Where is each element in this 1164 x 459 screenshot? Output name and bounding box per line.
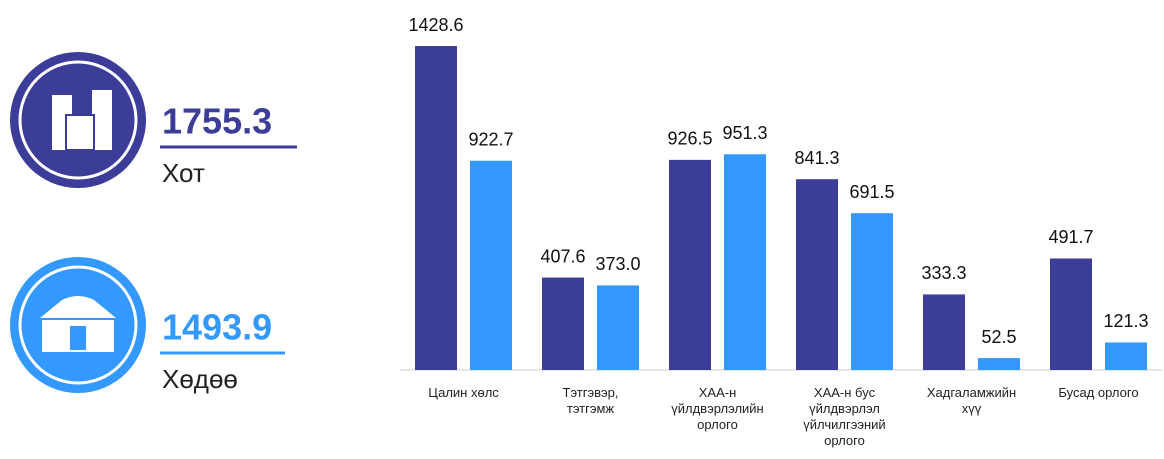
bar bbox=[796, 179, 838, 370]
x-tick-label: Тэтгэвэр, тэтгэмж bbox=[563, 385, 619, 416]
x-tick-label: Бусад орлого bbox=[1058, 385, 1138, 400]
value-label: 691.5 bbox=[849, 182, 894, 202]
bar bbox=[415, 46, 457, 370]
value-label: 1428.6 bbox=[408, 15, 463, 35]
value-label: 333.3 bbox=[921, 263, 966, 283]
bar bbox=[923, 294, 965, 370]
value-label: 926.5 bbox=[667, 129, 712, 149]
bar bbox=[669, 159, 711, 370]
value-label: 121.3 bbox=[1103, 311, 1148, 331]
value-label: 951.3 bbox=[722, 123, 767, 143]
bar bbox=[724, 154, 766, 370]
bar bbox=[978, 358, 1020, 370]
bar bbox=[1105, 342, 1147, 370]
bar bbox=[851, 213, 893, 370]
x-tick-label: ХАА-н бус үйлдвэрлэл үйлчилгээний орлого bbox=[803, 385, 885, 448]
city-icon bbox=[10, 52, 146, 188]
x-tick-label: ХАА-н үйлдвэрлэлийн орлого bbox=[671, 385, 763, 432]
kpi-value: 1755.3 bbox=[162, 101, 272, 142]
kpi-label: Хот bbox=[162, 158, 205, 188]
x-tick-label: Хадгаламжийн хүү bbox=[927, 385, 1016, 416]
yurt-icon bbox=[10, 257, 146, 393]
value-label: 407.6 bbox=[540, 246, 585, 266]
value-label: 841.3 bbox=[794, 148, 839, 168]
bar bbox=[470, 160, 512, 370]
kpi-label: Хөдөө bbox=[162, 364, 238, 394]
bar bbox=[597, 285, 639, 370]
value-label: 491.7 bbox=[1048, 227, 1093, 247]
bar bbox=[1050, 258, 1092, 370]
kpi-value: 1493.9 bbox=[162, 307, 272, 348]
value-label: 922.7 bbox=[468, 129, 513, 149]
value-label: 52.5 bbox=[981, 327, 1016, 347]
bar bbox=[542, 277, 584, 370]
value-label: 373.0 bbox=[595, 254, 640, 274]
x-tick-label: Цалин хөлс bbox=[428, 385, 499, 400]
